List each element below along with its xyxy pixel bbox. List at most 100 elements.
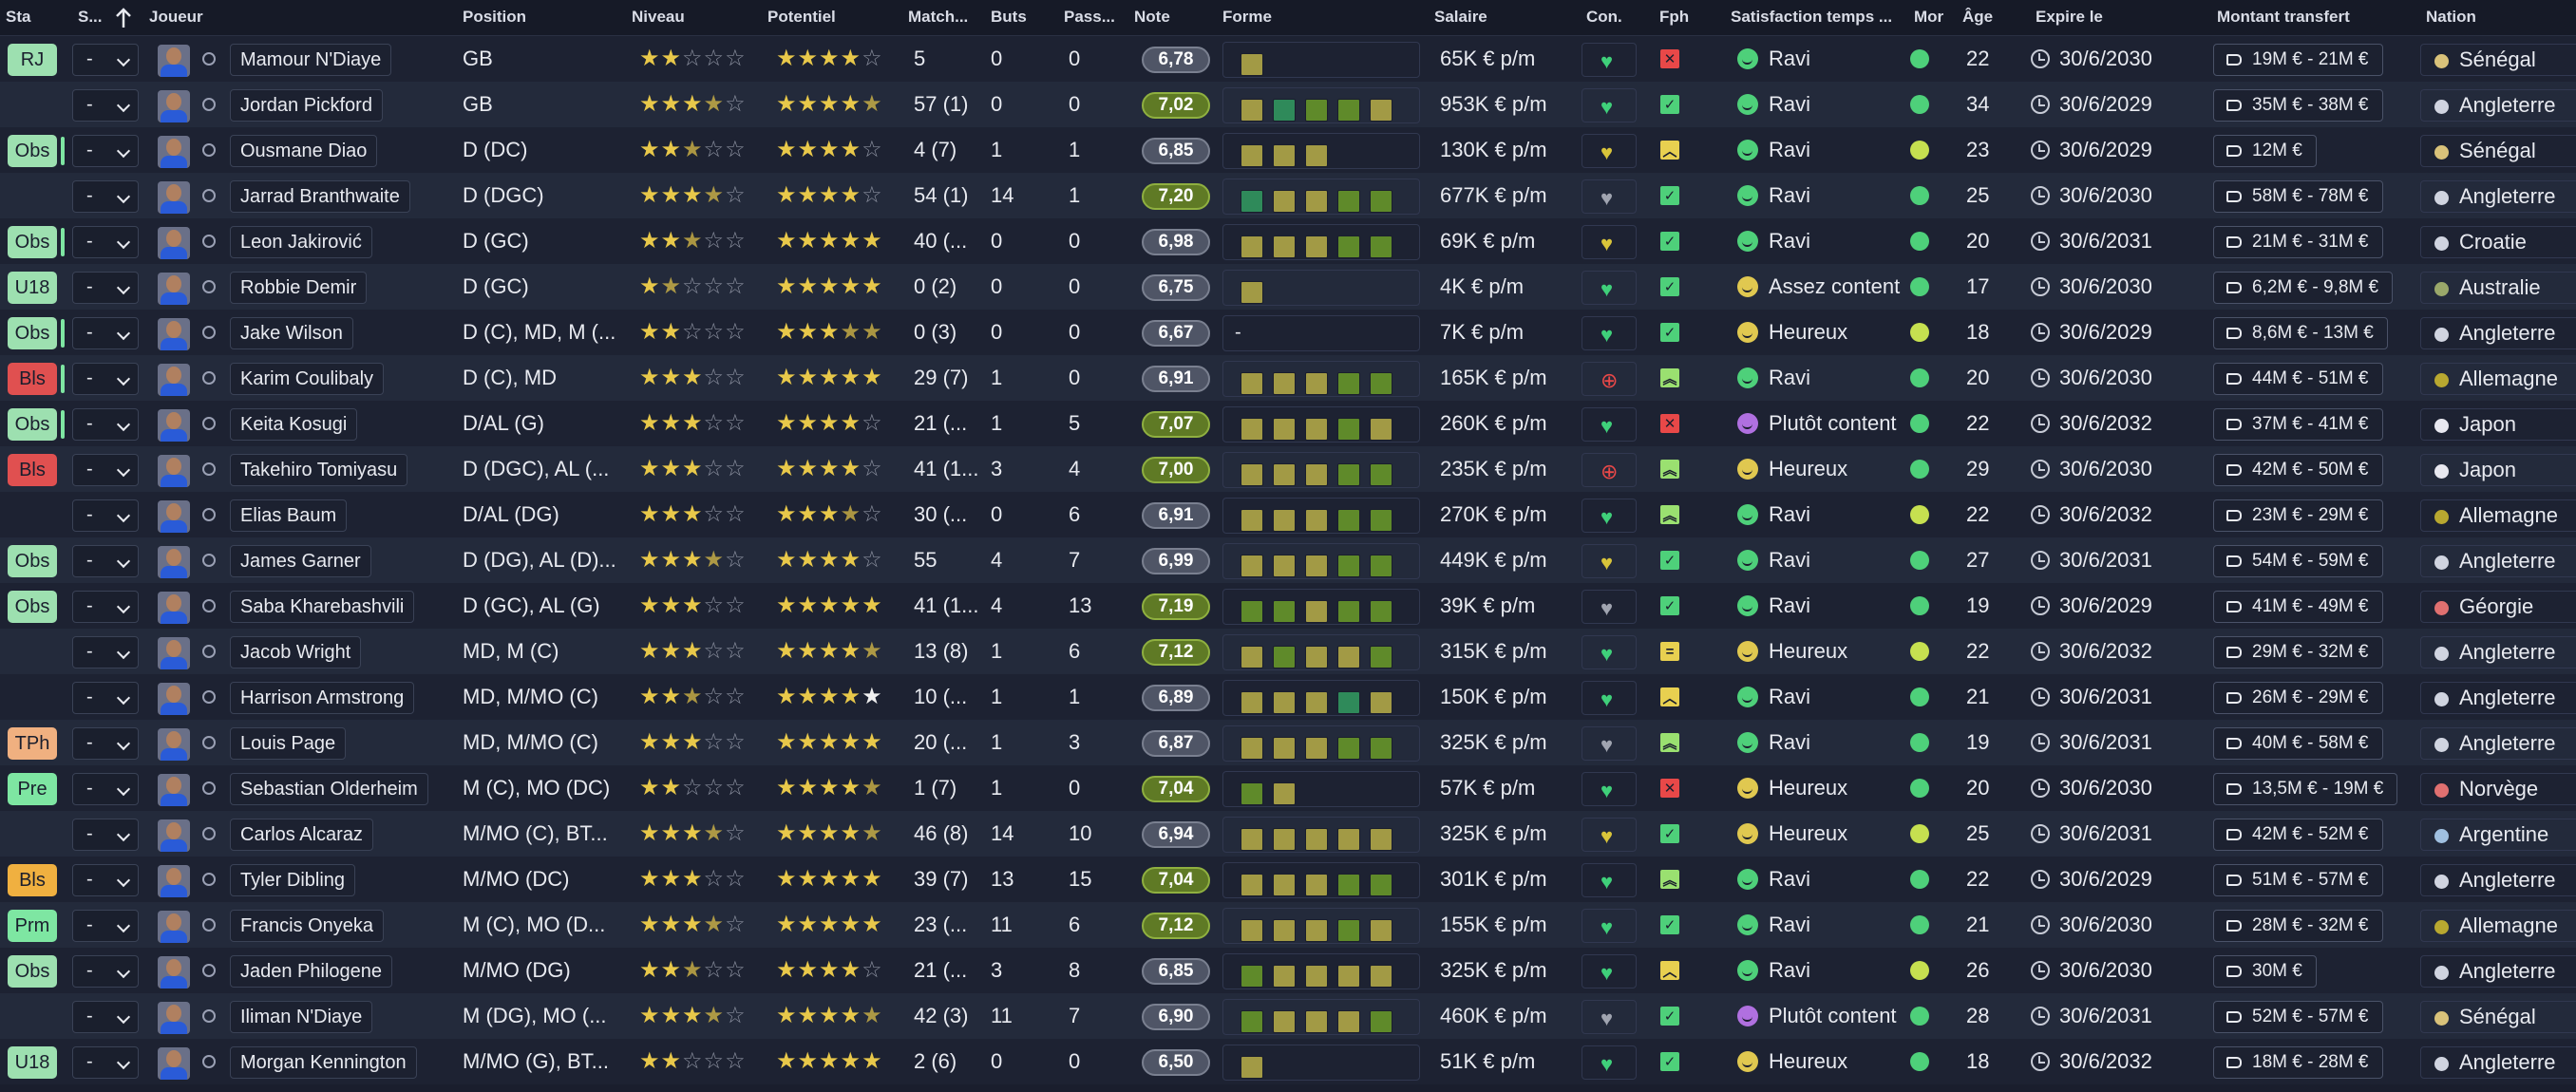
header-buts[interactable]: Buts — [991, 8, 1027, 26]
table-row[interactable]: U18- Robbie Demir D (GC) ★★☆☆☆ ★★★★★ 0 (2) 0 0 6… — [0, 264, 2576, 310]
player-name-link[interactable]: Takehiro Tomiyasu — [230, 454, 408, 486]
status-badge[interactable]: Obs — [8, 955, 57, 988]
nation-cell[interactable]: Allemagne — [2420, 363, 2576, 395]
squad-status-select[interactable]: - — [72, 910, 139, 942]
squad-status-select[interactable]: - — [72, 636, 139, 668]
squad-status-select[interactable]: - — [72, 545, 139, 577]
squad-status-select[interactable]: - — [72, 773, 139, 805]
header-position[interactable]: Position — [463, 8, 527, 26]
nation-cell[interactable]: Japon — [2420, 454, 2576, 486]
squad-status-select[interactable]: - — [72, 819, 139, 851]
header-passes[interactable]: Pass... — [1064, 8, 1115, 26]
table-row[interactable]: - Carlos Alcaraz M/MO (C), BT... ★★★★☆ ★★★★★… — [0, 811, 2576, 857]
transfer-value-box[interactable]: 21M € - 31M € — [2213, 226, 2383, 258]
squad-status-select[interactable]: - — [72, 682, 139, 714]
transfer-value-box[interactable]: 35M € - 38M € — [2213, 89, 2383, 122]
header-age[interactable]: Âge — [1962, 8, 1994, 26]
transfer-value-box[interactable]: 19M € - 21M € — [2213, 44, 2383, 76]
squad-status-select[interactable]: - — [72, 317, 139, 349]
transfer-value-box[interactable]: 58M € - 78M € — [2213, 180, 2383, 213]
status-badge[interactable]: Pre — [8, 773, 57, 805]
status-badge[interactable]: Obs — [8, 226, 57, 258]
transfer-value-box[interactable]: 29M € - 32M € — [2213, 636, 2383, 668]
nation-cell[interactable]: Japon — [2420, 408, 2576, 441]
squad-status-select[interactable]: - — [72, 499, 139, 532]
nation-cell[interactable]: Croatie — [2420, 226, 2576, 258]
squad-status-select[interactable]: - — [72, 180, 139, 213]
nation-cell[interactable]: Argentine — [2420, 819, 2576, 851]
status-badge[interactable]: Obs — [8, 408, 57, 441]
table-row[interactable]: RJ - Mamour N'Diaye GB ★★☆☆☆ ★★★★☆ 5 0 0 6,78 65K … — [0, 36, 2576, 82]
player-name-link[interactable]: Keita Kosugi — [230, 408, 358, 441]
header-satisfaction[interactable]: Satisfaction temps ... — [1731, 8, 1893, 26]
header-mor[interactable]: Mor — [1914, 8, 1944, 26]
nation-cell[interactable]: Angleterre — [2420, 89, 2576, 122]
player-name-link[interactable]: Jaden Philogene — [230, 955, 393, 988]
squad-status-select[interactable]: - — [72, 1046, 139, 1079]
squad-status-select[interactable]: - — [72, 408, 139, 441]
table-row[interactable]: Obs - Jaden Philogene M/MO (DG) ★★★☆☆ ★★★★☆ 21… — [0, 948, 2576, 993]
header-niveau[interactable]: Niveau — [632, 8, 685, 26]
squad-status-select[interactable]: - — [72, 44, 139, 76]
table-row[interactable]: U18- Morgan Kennington M/MO (G), BT... ★★☆☆… — [0, 1039, 2576, 1084]
nation-cell[interactable]: Angleterre — [2420, 955, 2576, 988]
player-name-link[interactable]: Robbie Demir — [230, 272, 368, 304]
status-badge[interactable]: U18 — [8, 272, 57, 304]
squad-status-select[interactable]: - — [72, 454, 139, 486]
transfer-value-box[interactable]: 51M € - 57M € — [2213, 864, 2383, 896]
table-row[interactable]: - Harrison Armstrong MD, M/MO (C) ★★★☆☆ ★★★★… — [0, 674, 2576, 720]
nation-cell[interactable]: Sénégal — [2420, 1001, 2576, 1033]
table-row[interactable]: TPh - Louis Page MD, M/MO (C) ★★★☆☆ ★★★★★ 20 (… — [0, 720, 2576, 765]
status-badge[interactable]: Obs — [8, 591, 57, 623]
player-name-link[interactable]: Jacob Wright — [230, 636, 362, 668]
transfer-value-box[interactable]: 44M € - 51M € — [2213, 363, 2383, 395]
header-con[interactable]: Con. — [1586, 8, 1622, 26]
transfer-value-box[interactable]: 23M € - 29M € — [2213, 499, 2383, 532]
transfer-value-box[interactable]: 8,6M € - 13M € — [2213, 317, 2388, 349]
transfer-value-box[interactable]: 18M € - 28M € — [2213, 1046, 2383, 1079]
table-row[interactable]: Obs - Ousmane Diao D (DC) ★★★☆☆ ★★★★☆ 4 (7) 1 1 6… — [0, 127, 2576, 173]
status-badge[interactable]: Obs — [8, 545, 57, 577]
squad-status-select[interactable]: - — [72, 363, 139, 395]
table-row[interactable]: Pre - Sebastian Olderheim M (C), MO (DC) ★★☆… — [0, 765, 2576, 811]
player-name-link[interactable]: Saba Kharebashvili — [230, 591, 415, 623]
nation-cell[interactable]: Angleterre — [2420, 727, 2576, 760]
table-row[interactable]: Obs - Keita Kosugi D/AL (G) ★★★☆☆ ★★★★☆ 21 (..… — [0, 401, 2576, 446]
nation-cell[interactable]: Angleterre — [2420, 864, 2576, 896]
table-row[interactable]: Prm - Francis Onyeka M (C), MO (D... ★★★★☆ ★★… — [0, 902, 2576, 948]
table-row[interactable]: - Jacob Wright MD, M (C) ★★★☆☆ ★★★★★ 13 (8) 1 6… — [0, 629, 2576, 674]
player-name-link[interactable]: Karim Coulibaly — [230, 363, 385, 395]
squad-status-select[interactable]: - — [72, 727, 139, 760]
table-row[interactable]: - Jordan Pickford GB ★★★★☆ ★★★★★ 57 (1) 0 0 7,02… — [0, 82, 2576, 127]
player-name-link[interactable]: Tyler Dibling — [230, 864, 356, 896]
player-name-link[interactable]: Iliman N'Diaye — [230, 1001, 373, 1033]
player-name-link[interactable]: Carlos Alcaraz — [230, 819, 373, 851]
player-name-link[interactable]: Louis Page — [230, 727, 347, 760]
transfer-value-box[interactable]: 37M € - 41M € — [2213, 408, 2383, 441]
header-nation[interactable]: Nation — [2426, 8, 2476, 26]
transfer-value-box[interactable]: 41M € - 49M € — [2213, 591, 2383, 623]
header-fph[interactable]: Fph — [1659, 8, 1690, 26]
status-badge[interactable]: TPh — [8, 727, 57, 760]
table-row[interactable]: - Elias Baum D/AL (DG) ★★★☆☆ ★★★★☆ 30 (... 0 6 6… — [0, 492, 2576, 537]
header-note[interactable]: Note — [1134, 8, 1170, 26]
header-montant[interactable]: Montant transfert — [2217, 8, 2350, 26]
table-row[interactable]: Obs - James Garner D (DG), AL (D)... ★★★★☆ ★★… — [0, 537, 2576, 583]
player-name-link[interactable]: Francis Onyeka — [230, 910, 385, 942]
squad-status-select[interactable]: - — [72, 272, 139, 304]
player-name-link[interactable]: Jordan Pickford — [230, 89, 383, 122]
player-name-link[interactable]: Jake Wilson — [230, 317, 353, 349]
nation-cell[interactable]: Australie — [2420, 272, 2576, 304]
player-name-link[interactable]: Elias Baum — [230, 499, 348, 532]
transfer-value-box[interactable]: 40M € - 58M € — [2213, 727, 2383, 760]
nation-cell[interactable]: Angleterre — [2420, 1046, 2576, 1079]
header-joueur[interactable]: Joueur — [149, 8, 203, 26]
header-sta[interactable]: Sta — [6, 8, 31, 26]
transfer-value-box[interactable]: 30M € — [2213, 955, 2317, 988]
table-row[interactable]: Bls - Karim Coulibaly D (C), MD ★★★☆☆ ★★★★★ 29… — [0, 355, 2576, 401]
table-row[interactable]: Obs - Saba Kharebashvili D (GC), AL (G) ★★★☆… — [0, 583, 2576, 629]
header-s[interactable]: S... — [78, 8, 103, 26]
status-badge[interactable]: Prm — [8, 910, 57, 942]
transfer-value-box[interactable]: 42M € - 52M € — [2213, 819, 2383, 851]
transfer-value-box[interactable]: 12M € — [2213, 135, 2317, 167]
